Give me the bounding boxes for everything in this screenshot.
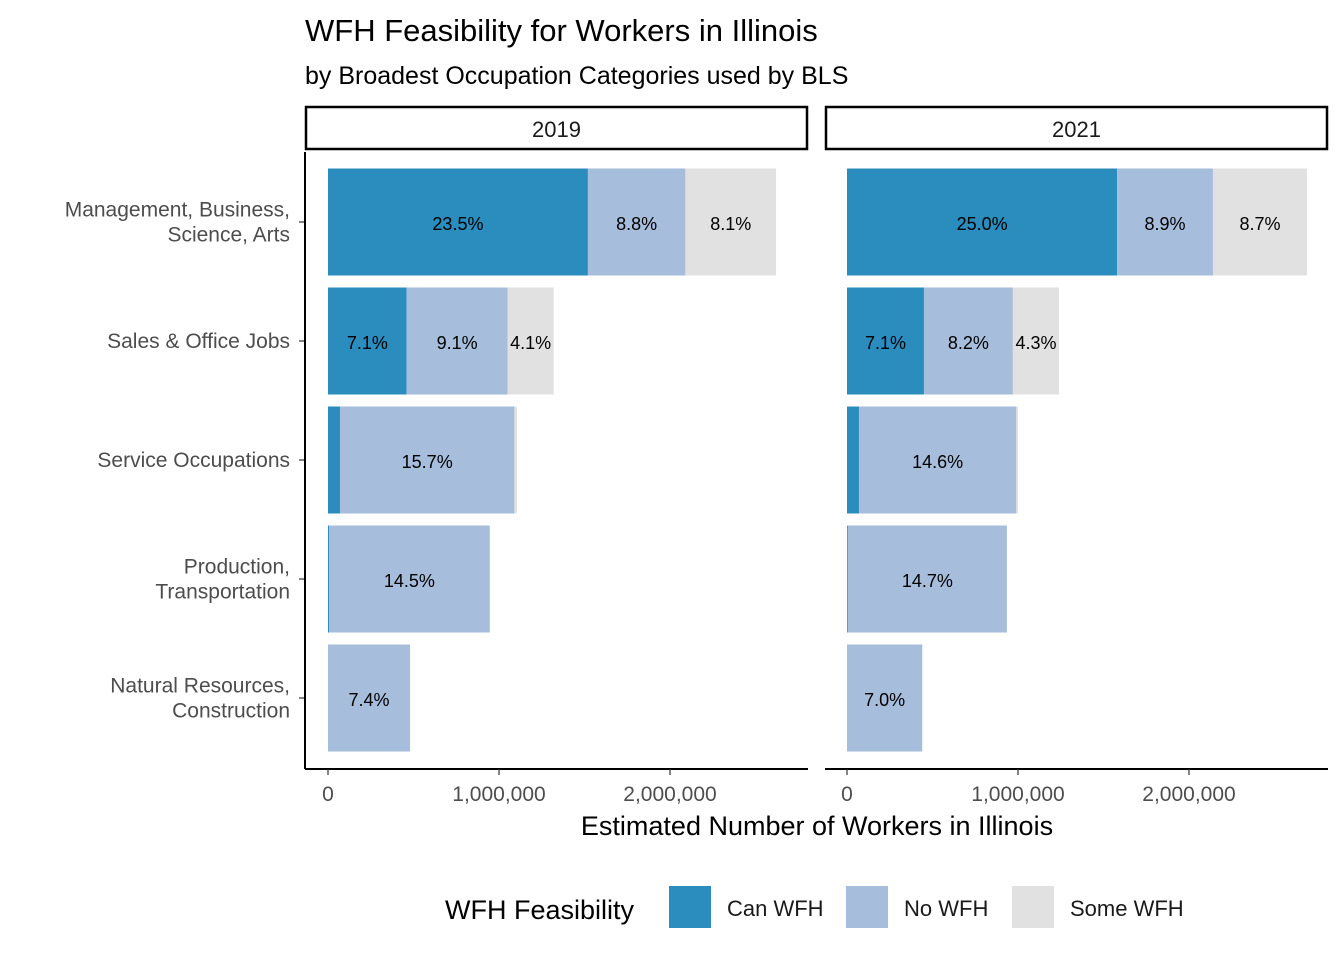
bar-segment xyxy=(847,168,1118,276)
data-label: 7.1% xyxy=(865,333,906,353)
bar-segment xyxy=(1212,168,1307,276)
chart-title: WFH Feasibility for Workers in Illinois xyxy=(305,13,818,48)
legend: WFH Feasibility Can WFH No WFH Some WFH xyxy=(445,886,1184,928)
legend-label: Can WFH xyxy=(727,896,824,921)
x-tick-label: 2,000,000 xyxy=(623,783,716,806)
chart-subtitle: by Broadest Occupation Categories used b… xyxy=(305,62,848,90)
data-label: 7.4% xyxy=(349,690,390,710)
data-label: 4.3% xyxy=(1015,333,1056,353)
legend-label: No WFH xyxy=(904,896,988,921)
data-label: 23.5% xyxy=(432,214,483,234)
y-tick-label: Sales & Office Jobs xyxy=(107,330,290,353)
bar-segment xyxy=(858,406,1017,514)
bar-segment xyxy=(685,168,777,276)
data-label: 8.2% xyxy=(948,333,989,353)
bar-segment xyxy=(847,525,1007,633)
bar-segment xyxy=(1012,287,1060,395)
bar-segment xyxy=(847,406,859,514)
bar-segment xyxy=(514,406,517,514)
legend-key xyxy=(1012,886,1054,928)
x-tick-label: 1,000,000 xyxy=(971,783,1064,806)
data-label: 4.1% xyxy=(510,333,551,353)
data-label: 7.1% xyxy=(347,333,388,353)
x-tick-label: 2,000,000 xyxy=(1142,783,1235,806)
y-tick-label: Science, Arts xyxy=(167,224,290,247)
bar-segment xyxy=(847,287,924,395)
data-label: 14.7% xyxy=(902,571,953,591)
facet-strip xyxy=(824,105,1329,151)
legend-title: WFH Feasibility xyxy=(445,895,635,925)
data-label: 14.5% xyxy=(384,571,435,591)
bar-segment xyxy=(328,525,330,633)
bar-segment xyxy=(328,644,411,752)
data-label: 15.7% xyxy=(402,452,453,472)
bar-segment xyxy=(1117,168,1213,276)
data-label: 25.0% xyxy=(957,214,1008,234)
y-axis-labels: Management, Business,Science, Arts Sales … xyxy=(65,199,305,723)
data-label: 8.7% xyxy=(1239,214,1280,234)
x-tick-label: 1,000,000 xyxy=(452,783,545,806)
legend-key xyxy=(669,886,711,928)
x-tick-label: 0 xyxy=(322,783,334,806)
y-tick-label: Management, Business, xyxy=(65,199,290,222)
y-tick-label: Production, xyxy=(184,556,290,579)
data-label: 14.6% xyxy=(912,452,963,472)
facet-strip-label: 2019 xyxy=(532,117,581,142)
facet-strip xyxy=(304,105,809,151)
bar-segment xyxy=(328,406,340,514)
data-label: 8.8% xyxy=(616,214,657,234)
bar-segment xyxy=(587,168,686,276)
facet-panel-2019: 2019 23.5% 8.8% 8.1% 7.1% 9.1% 4.1% 15.7% 14.5% 7… xyxy=(304,105,809,806)
bar-segment xyxy=(328,168,588,276)
bar-segment xyxy=(329,525,490,633)
legend-key xyxy=(846,886,888,928)
data-label: 7.0% xyxy=(864,690,905,710)
facet-panels: 2019 23.5% 8.8% 8.1% 7.1% 9.1% 4.1% 15.7% 14.5% 7… xyxy=(304,105,1329,806)
bar-segment xyxy=(339,406,515,514)
x-axis-title: Estimated Number of Workers in Illinois xyxy=(581,811,1053,841)
legend-label: Some WFH xyxy=(1070,896,1184,921)
bar-segment xyxy=(406,287,508,395)
facet-strip-label: 2021 xyxy=(1052,117,1101,142)
data-label: 8.1% xyxy=(710,214,751,234)
y-tick-label: Service Occupations xyxy=(97,449,290,472)
y-tick-label: Transportation xyxy=(155,581,290,604)
bar-segment xyxy=(923,287,1013,395)
x-tick-label: 0 xyxy=(841,783,853,806)
data-label: 8.9% xyxy=(1145,214,1186,234)
y-tick-label: Natural Resources, xyxy=(110,675,290,698)
bar-segment xyxy=(847,644,923,752)
bar-segment xyxy=(507,287,554,395)
bar-segment xyxy=(1016,406,1018,514)
y-tick-label: Construction xyxy=(172,700,290,723)
facet-panel-2021: 2021 25.0% 8.9% 8.7% 7.1% 8.2% 4.3% 14.6% 14.7% 7… xyxy=(824,105,1329,806)
bar-segment xyxy=(847,525,848,633)
bar-segment xyxy=(328,287,407,395)
data-label: 9.1% xyxy=(437,333,478,353)
